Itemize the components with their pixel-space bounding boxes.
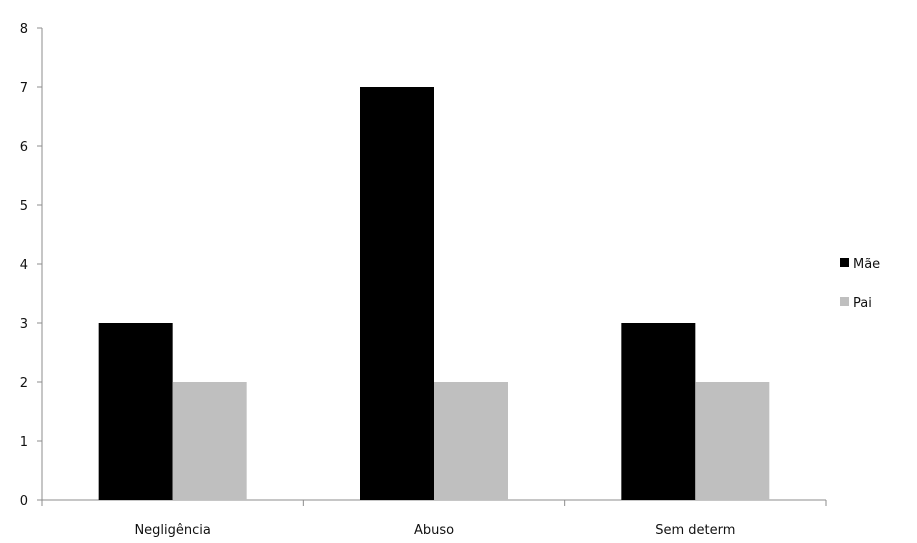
legend: Mãe Pai — [840, 257, 880, 311]
y-tick-label-2: 2 — [20, 376, 28, 391]
legend-label-mae: Mãe — [853, 257, 880, 272]
y-tick-label-0: 0 — [20, 494, 28, 509]
y-tick-label-5: 5 — [20, 199, 28, 214]
x-axis: Negligência Abuso Sem determ — [41, 499, 827, 538]
legend-swatch-pai — [840, 297, 849, 306]
y-axis: 0 1 2 3 4 5 6 7 8 — [20, 22, 43, 509]
bar-pai-sem-determ — [695, 382, 770, 500]
x-category-label-2: Sem determ — [655, 523, 735, 538]
legend-swatch-mae — [840, 258, 849, 267]
bar-mae-sem-determ — [621, 323, 696, 500]
bar-pai-abuso — [434, 382, 508, 500]
bar-pai-negligencia — [172, 382, 247, 500]
x-category-label-1: Abuso — [414, 523, 454, 538]
x-category-label-0: Negligência — [134, 523, 210, 538]
bar-mae-negligencia — [98, 323, 173, 500]
y-tick-label-8: 8 — [20, 22, 28, 37]
y-tick-label-1: 1 — [20, 435, 28, 450]
y-tick-label-4: 4 — [20, 258, 28, 273]
bars — [98, 87, 770, 500]
y-tick-label-7: 7 — [20, 81, 28, 96]
bar-mae-abuso — [360, 87, 434, 500]
legend-label-pai: Pai — [853, 296, 872, 311]
y-tick-label-3: 3 — [20, 317, 28, 332]
y-tick-label-6: 6 — [20, 140, 28, 155]
